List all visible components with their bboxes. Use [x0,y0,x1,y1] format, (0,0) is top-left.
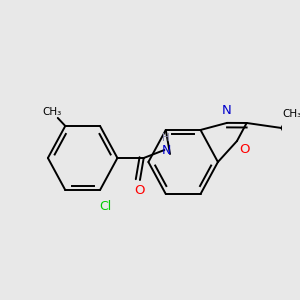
Text: N: N [222,104,232,117]
Text: CH₃: CH₃ [43,107,62,117]
Text: O: O [135,184,145,196]
Text: H: H [162,133,170,143]
Text: CH₃: CH₃ [283,109,300,119]
Text: N: N [162,143,171,157]
Text: O: O [239,142,250,156]
Text: Cl: Cl [100,200,112,212]
